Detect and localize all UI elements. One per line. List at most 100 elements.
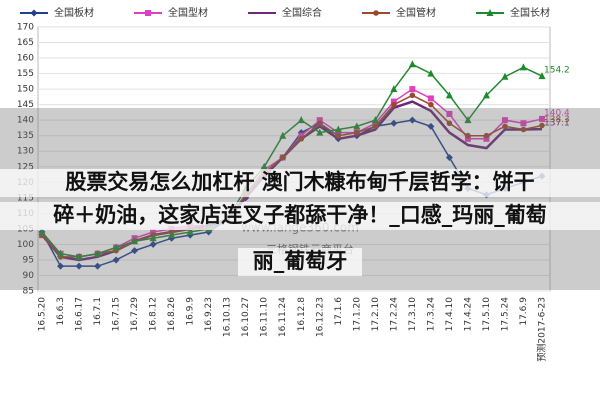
point: [390, 98, 397, 105]
point: [501, 117, 508, 124]
point: [75, 262, 83, 270]
point: [391, 101, 397, 108]
point: [316, 128, 324, 136]
point: [353, 122, 361, 130]
overlay-text-bg: [0, 202, 600, 230]
overlay-text: 丽_葡萄牙: [253, 249, 348, 273]
point: [131, 237, 139, 245]
point: [149, 240, 157, 248]
point: [464, 135, 471, 142]
point: [260, 162, 268, 170]
point: [427, 122, 435, 130]
y-tick-label: 140: [17, 116, 34, 126]
y-tick-label: 85: [23, 287, 34, 297]
x-tick-label: 17.3.10: [408, 297, 418, 332]
point: [298, 136, 305, 142]
point: [316, 117, 323, 124]
overlay-text-bg: [238, 248, 362, 276]
point: [483, 132, 490, 139]
x-tick-label: 16.5.20: [38, 297, 48, 332]
point: [94, 262, 102, 270]
x-tick-label: 17.5.24: [500, 297, 510, 332]
point: [38, 227, 46, 235]
x-tick-label: 16.6.17: [75, 297, 85, 331]
x-tick-label: 16.8.26: [167, 297, 177, 332]
point: [390, 85, 398, 93]
point: [354, 129, 360, 136]
y-tick-label: 130: [17, 147, 34, 157]
end-label: 140.4: [544, 108, 570, 118]
point: [168, 231, 176, 239]
y-tick-label: 145: [17, 100, 34, 110]
point: [335, 129, 342, 136]
point: [390, 119, 398, 127]
y-tick-label: 150: [17, 85, 34, 95]
x-tick-label: 16.10.27: [241, 297, 251, 337]
point: [279, 131, 287, 139]
y-tick-label: 170: [17, 23, 34, 33]
legend-label: 全国综合: [282, 6, 322, 19]
point: [371, 116, 379, 124]
point: [30, 9, 38, 17]
y-tick-label: 160: [17, 54, 34, 64]
point: [372, 120, 379, 127]
point: [334, 125, 342, 133]
point: [446, 120, 453, 127]
point: [75, 252, 83, 260]
x-tick-label: 17.5.10: [482, 297, 492, 332]
point: [409, 86, 416, 93]
series-line: [41, 94, 543, 258]
x-tick-label: 17.4.24: [463, 297, 473, 332]
y-tick-label: 95: [23, 255, 34, 265]
point: [446, 110, 453, 117]
point: [145, 10, 151, 16]
point: [519, 63, 527, 71]
legend-label: 全国板材: [54, 6, 94, 19]
point: [501, 72, 509, 80]
point: [373, 10, 379, 16]
y-tick-label: 135: [17, 131, 34, 141]
x-tick-label: 16.7.15: [112, 297, 122, 331]
x-tick-label: 17.6.9: [519, 297, 529, 326]
point: [112, 243, 120, 251]
point: [186, 227, 194, 235]
x-tick-label: 16.10.13: [223, 297, 233, 337]
point: [483, 135, 490, 142]
point: [57, 249, 65, 257]
x-tick-label: 17.3.24: [426, 297, 436, 332]
overlay-text: 碎＋奶油，这家店连叉子都舔干净！_口感_玛丽_葡萄: [53, 203, 547, 227]
point: [112, 256, 120, 264]
point: [538, 72, 546, 80]
x-tick-label: 16.11.10: [260, 297, 270, 337]
point: [427, 69, 435, 77]
point: [150, 228, 157, 235]
point: [465, 132, 471, 139]
point: [539, 122, 545, 129]
point: [409, 92, 416, 99]
x-tick-label: 16.9.23: [204, 297, 214, 331]
y-tick-label: 100: [17, 240, 34, 250]
x-tick-label: 16.12.8: [297, 297, 307, 332]
point: [297, 116, 305, 124]
point: [445, 153, 453, 161]
y-tick-label: 90: [23, 271, 35, 281]
point: [279, 154, 286, 161]
point: [445, 91, 453, 99]
x-tick-label: 17.1.20: [352, 297, 362, 332]
legend-label: 全国长材: [510, 6, 550, 19]
point: [149, 234, 157, 242]
point: [482, 91, 490, 99]
end-label: 137.1: [544, 119, 570, 129]
y-tick-label: 125: [17, 162, 34, 172]
legend-label: 全国型材: [168, 6, 208, 19]
series-line: [41, 63, 543, 258]
x-tick-label: 16.8.12: [149, 297, 159, 331]
y-tick-label: 155: [17, 69, 34, 79]
point: [408, 60, 416, 68]
point: [94, 249, 102, 257]
x-tick-label: 16.7.29: [130, 297, 140, 332]
x-tick-label: 17.2.10: [371, 297, 381, 332]
point: [520, 126, 527, 133]
point: [464, 116, 472, 124]
